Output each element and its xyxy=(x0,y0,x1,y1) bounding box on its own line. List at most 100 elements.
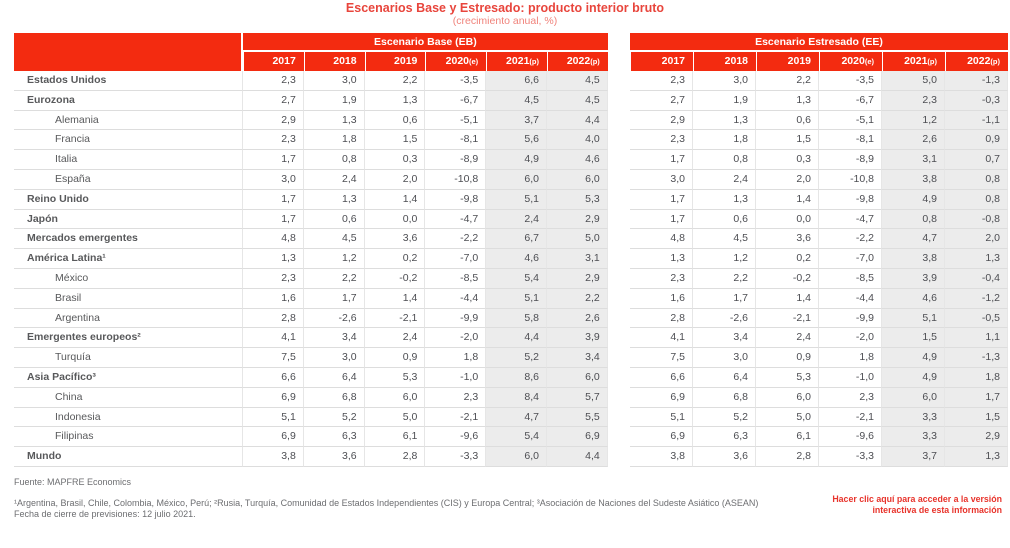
value-cell: 0,6 xyxy=(364,110,426,131)
value-cell: 2,3 xyxy=(243,268,304,289)
value-cell: 6,3 xyxy=(693,427,756,448)
value-cell: 2,0 xyxy=(364,169,426,190)
value-cell: 6,6 xyxy=(486,71,547,91)
value-cell: 4,4 xyxy=(546,447,608,467)
value-cell: 6,4 xyxy=(303,367,365,388)
year-column-header: 2020(e) xyxy=(425,52,487,71)
value-cell: -1,1 xyxy=(945,110,1008,131)
value-cell: 6,8 xyxy=(303,387,365,408)
row-label: Estados Unidos xyxy=(14,71,243,91)
value-cell: 1,3 xyxy=(693,110,756,131)
value-cell: 4,6 xyxy=(882,288,945,309)
value-cell: 6,4 xyxy=(693,367,756,388)
value-cell: -1,0 xyxy=(425,367,487,388)
value-cell: 2,0 xyxy=(756,169,819,190)
value-cell: 3,3 xyxy=(882,427,945,448)
value-cell: 2,2 xyxy=(364,71,426,91)
value-cell: 3,1 xyxy=(882,150,945,170)
year-column-header: 2017 xyxy=(630,52,693,71)
value-cell: 1,2 xyxy=(303,249,365,269)
year-column-header: 2021(p) xyxy=(486,52,547,71)
value-cell: -1,0 xyxy=(819,367,882,388)
value-cell: 2,3 xyxy=(630,71,693,91)
value-cell: 6,0 xyxy=(756,387,819,408)
value-cell: 6,1 xyxy=(364,427,426,448)
value-cell: 4,8 xyxy=(243,229,304,250)
value-cell: 4,9 xyxy=(882,367,945,388)
value-cell: 0,3 xyxy=(756,150,819,170)
value-cell: 1,3 xyxy=(303,189,365,210)
value-cell: 0,0 xyxy=(364,209,426,230)
value-cell: 0,6 xyxy=(303,209,365,230)
value-cell: 5,0 xyxy=(756,407,819,428)
value-cell: 0,6 xyxy=(693,209,756,230)
value-cell: 1,8 xyxy=(693,130,756,151)
value-cell: 1,7 xyxy=(243,209,304,230)
value-cell: 3,7 xyxy=(486,110,547,131)
forecast-close-date: Fecha de cierre de previsiones: 12 julio… xyxy=(14,509,196,519)
source-note: Fuente: MAPFRE Economics xyxy=(14,477,132,487)
value-cell: 3,8 xyxy=(882,249,945,269)
value-cell: 4,7 xyxy=(882,229,945,250)
interactive-version-link[interactable]: Hacer clic aquí para acceder a la versió… xyxy=(832,494,1002,515)
value-cell: 2,2 xyxy=(303,268,365,289)
value-cell: 1,3 xyxy=(243,249,304,269)
value-cell: -5,1 xyxy=(425,110,487,131)
value-cell: 2,4 xyxy=(756,328,819,349)
value-cell: -4,7 xyxy=(819,209,882,230)
value-cell: 3,0 xyxy=(303,71,365,91)
value-cell: 3,6 xyxy=(693,447,756,467)
value-cell: 3,8 xyxy=(882,169,945,190)
value-cell: -2,6 xyxy=(693,308,756,329)
value-cell: 5,5 xyxy=(546,407,608,428)
row-label: Mundo xyxy=(14,447,243,467)
value-cell: 4,5 xyxy=(693,229,756,250)
value-cell: 0,8 xyxy=(945,169,1008,190)
scenario-header-base: Escenario Base (EB) xyxy=(243,33,608,52)
value-cell: -9,6 xyxy=(425,427,487,448)
value-cell: 5,1 xyxy=(243,407,304,428)
value-cell: 0,8 xyxy=(693,150,756,170)
value-cell: 1,3 xyxy=(364,90,426,111)
value-cell: 1,9 xyxy=(303,90,365,111)
value-cell: 4,7 xyxy=(486,407,547,428)
value-cell: 3,8 xyxy=(630,447,693,467)
value-cell: 2,7 xyxy=(630,90,693,111)
value-cell: -2,1 xyxy=(819,407,882,428)
value-cell: 1,5 xyxy=(756,130,819,151)
value-cell: -2,2 xyxy=(425,229,487,250)
value-cell: 1,6 xyxy=(243,288,304,309)
value-cell: 1,4 xyxy=(364,189,426,210)
value-cell: 5,1 xyxy=(486,189,547,210)
value-cell: 0,7 xyxy=(945,150,1008,170)
value-cell: -4,4 xyxy=(819,288,882,309)
value-cell: 1,3 xyxy=(945,447,1008,467)
page-title: Escenarios Base y Estresado: producto in… xyxy=(345,1,665,15)
value-cell: 6,9 xyxy=(243,387,304,408)
row-label: Brasil xyxy=(14,288,243,309)
value-cell: 4,5 xyxy=(546,90,608,111)
value-cell: 6,0 xyxy=(546,169,608,190)
value-cell: -1,3 xyxy=(945,348,1008,368)
value-cell: 2,3 xyxy=(882,90,945,111)
value-cell: 2,2 xyxy=(693,268,756,289)
value-cell: -9,9 xyxy=(819,308,882,329)
value-cell: 6,0 xyxy=(546,367,608,388)
value-cell: -1,2 xyxy=(945,288,1008,309)
row-label: China xyxy=(14,387,243,408)
value-cell: -2,6 xyxy=(303,308,365,329)
value-cell: -9,9 xyxy=(425,308,487,329)
value-cell: -2,2 xyxy=(819,229,882,250)
value-cell: 3,0 xyxy=(243,169,304,190)
value-cell: -9,8 xyxy=(819,189,882,210)
value-cell: -6,7 xyxy=(425,90,487,111)
value-cell: -10,8 xyxy=(425,169,487,190)
value-cell: 1,7 xyxy=(630,150,693,170)
value-cell: -9,6 xyxy=(819,427,882,448)
value-cell: 0,6 xyxy=(756,110,819,131)
year-column-header: 2019 xyxy=(756,52,819,71)
value-cell: 1,8 xyxy=(945,367,1008,388)
value-cell: 3,3 xyxy=(882,407,945,428)
year-column-header: 2018 xyxy=(303,52,365,71)
